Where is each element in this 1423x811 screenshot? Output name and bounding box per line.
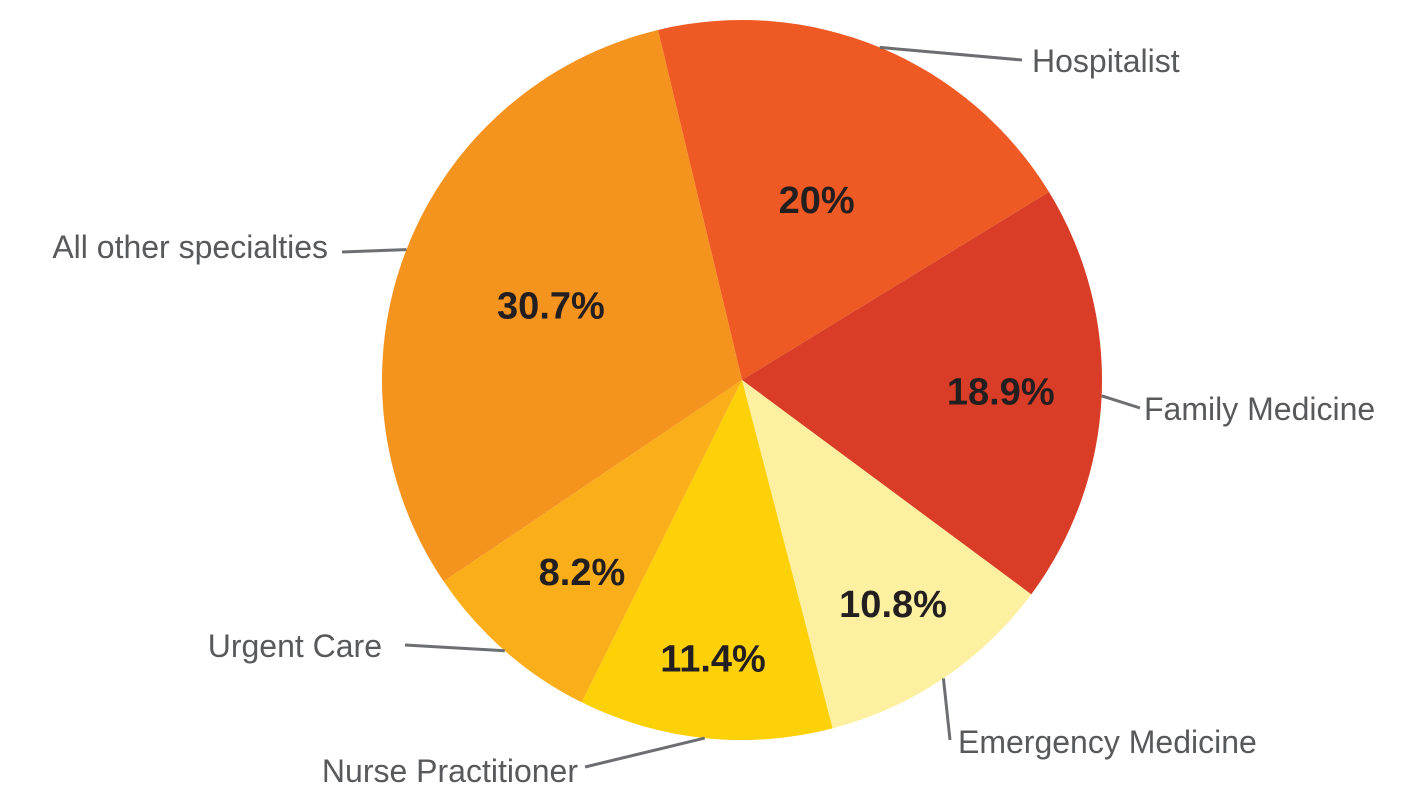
value-label-emergency-medicine: 10.8% <box>839 584 947 626</box>
category-label-all-other-specialties: All other specialties <box>52 229 328 265</box>
slice-hospitalist <box>657 20 1049 380</box>
value-labels: 20% 18.9% 10.8% 11.4% 8.2% 30.7% <box>497 180 1055 681</box>
category-label-emergency-medicine: Emergency Medicine <box>958 724 1257 760</box>
slice-emergency-medicine <box>742 380 1032 729</box>
leader-line-hospitalist <box>879 45 1023 62</box>
slice-urgent-care <box>443 380 742 703</box>
value-label-all-other-specialties: 30.7% <box>497 286 605 328</box>
category-label-hospitalist: Hospitalist <box>1032 43 1180 79</box>
pie-slices <box>382 20 1102 740</box>
slice-all-other-specialties <box>382 29 742 582</box>
category-labels: Hospitalist Family Medicine Emergency Medi… <box>52 43 1375 789</box>
value-label-urgent-care: 8.2% <box>539 552 626 594</box>
value-label-nurse-practitioner: 11.4% <box>660 638 766 680</box>
value-label-family-medicine: 18.9% <box>947 372 1055 414</box>
leader-lines <box>341 45 1141 769</box>
value-label-hospitalist: 20% <box>779 180 855 222</box>
category-label-nurse-practitioner: Nurse Practitioner <box>322 753 578 789</box>
leader-line-nurse-practitioner <box>584 736 706 769</box>
slice-family-medicine <box>742 191 1102 595</box>
slice-nurse-practitioner <box>581 380 833 740</box>
leader-line-urgent-care <box>404 643 505 653</box>
category-label-urgent-care: Urgent Care <box>208 628 382 664</box>
leader-line-emergency-medicine <box>941 678 952 741</box>
category-label-family-medicine: Family Medicine <box>1144 391 1375 427</box>
leader-line-family-medicine <box>1101 394 1141 410</box>
leader-line-all-other-specialties <box>341 248 407 254</box>
